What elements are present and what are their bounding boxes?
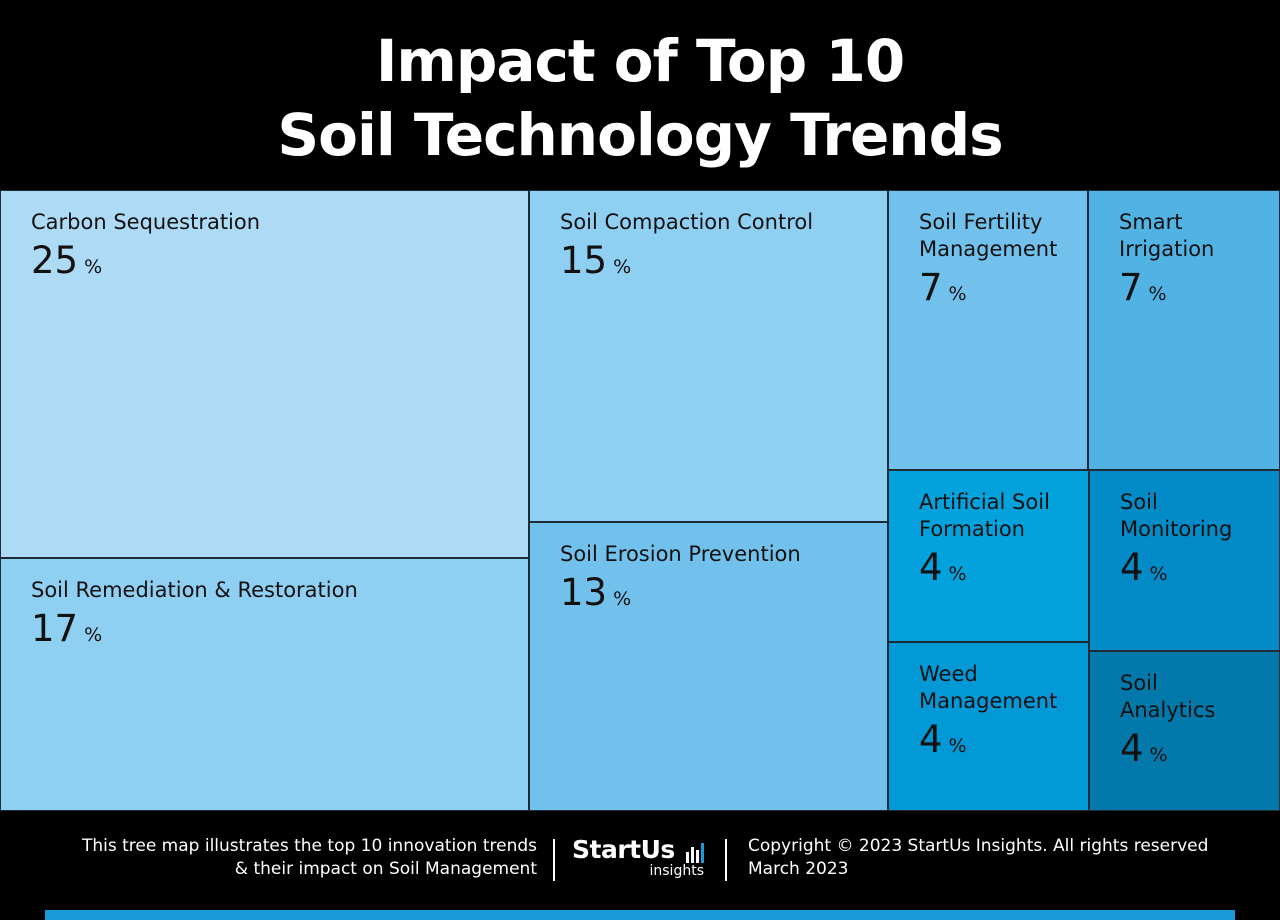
treemap-cell: Soil Analytics 4% xyxy=(1089,651,1280,811)
treemap-cell-value: 17% xyxy=(31,610,102,647)
bar-chart-icon xyxy=(686,843,704,863)
footer-divider-right xyxy=(725,839,727,881)
footer: This tree map illustrates the top 10 inn… xyxy=(0,811,1280,920)
treemap-cell: Soil Erosion Prevention 13% xyxy=(529,522,888,811)
value-number: 13 xyxy=(560,571,608,614)
treemap-cell: Soil Remediation & Restoration 17% xyxy=(0,558,529,811)
treemap-cell-label: Soil Analytics xyxy=(1120,671,1216,722)
treemap-cell-label: Soil Fertility Management xyxy=(919,210,1058,261)
treemap-cell-value: 4% xyxy=(1120,730,1168,767)
treemap-cell-value: 4% xyxy=(919,549,967,586)
treemap-cell-value: 7% xyxy=(919,269,967,306)
treemap-cell-value: 4% xyxy=(919,721,967,758)
value-number: 25 xyxy=(31,239,79,282)
treemap-cell: Weed Management 4% xyxy=(888,642,1089,811)
title-line-1: Impact of Top 10 xyxy=(375,27,905,95)
value-number: 4 xyxy=(1120,546,1144,589)
footer-description: This tree map illustrates the top 10 inn… xyxy=(40,835,537,881)
value-number: 15 xyxy=(560,239,608,282)
date-text: March 2023 xyxy=(748,859,849,879)
treemap-cell-value: 13% xyxy=(560,574,631,611)
footer-description-line-2: & their impact on Soil Management xyxy=(234,859,537,879)
value-number: 17 xyxy=(31,607,79,650)
treemap-cell-label: Soil Monitoring xyxy=(1120,490,1233,541)
treemap-cell-value: 15% xyxy=(560,242,631,279)
treemap-cell: Artificial Soil Formation 4% xyxy=(888,470,1089,642)
treemap-cell-label: Artificial Soil Formation xyxy=(919,490,1050,541)
treemap-cell-label: Smart Irrigation xyxy=(1119,210,1215,261)
value-unit: % xyxy=(84,624,103,646)
treemap-cell: Soil Compaction Control 15% xyxy=(529,190,888,522)
copyright-text: Copyright © 2023 StartUs Insights. All r… xyxy=(748,836,1209,856)
accent-bar xyxy=(45,910,1235,920)
value-number: 4 xyxy=(1120,727,1144,770)
value-unit: % xyxy=(84,256,103,278)
treemap-cell: Smart Irrigation 7% xyxy=(1088,190,1280,470)
value-unit: % xyxy=(1149,744,1168,766)
logo-name: StartUs xyxy=(572,835,675,864)
title-line-2: Soil Technology Trends xyxy=(277,101,1003,169)
value-unit: % xyxy=(613,256,632,278)
startus-logo: StartUs insights xyxy=(572,837,710,881)
treemap: Carbon Sequestration 25% Soil Remediation … xyxy=(0,190,1280,811)
value-number: 7 xyxy=(919,266,943,309)
value-number: 4 xyxy=(919,546,943,589)
treemap-cell-label: Soil Remediation & Restoration xyxy=(31,578,358,602)
treemap-cell: Soil Fertility Management 7% xyxy=(888,190,1088,470)
treemap-cell-label: Soil Compaction Control xyxy=(560,210,814,234)
footer-copyright: Copyright © 2023 StartUs Insights. All r… xyxy=(748,835,1248,881)
treemap-cell-value: 4% xyxy=(1120,549,1168,586)
treemap-cell: Carbon Sequestration 25% xyxy=(0,190,529,558)
value-unit: % xyxy=(948,735,967,757)
treemap-cell: Soil Monitoring 4% xyxy=(1089,470,1280,651)
value-number: 7 xyxy=(1119,266,1143,309)
treemap-cell-label: Carbon Sequestration xyxy=(31,210,261,234)
value-unit: % xyxy=(948,563,967,585)
footer-divider-left xyxy=(553,839,555,881)
value-unit: % xyxy=(613,588,632,610)
value-number: 4 xyxy=(919,718,943,761)
value-unit: % xyxy=(1148,283,1167,305)
logo-sub: insights xyxy=(649,863,705,879)
footer-description-line-1: This tree map illustrates the top 10 inn… xyxy=(81,836,537,856)
treemap-cell-value: 25% xyxy=(31,242,102,279)
treemap-cell-value: 7% xyxy=(1119,269,1167,306)
value-unit: % xyxy=(1149,563,1168,585)
treemap-cell-label: Soil Erosion Prevention xyxy=(560,542,801,566)
treemap-cell-label: Weed Management xyxy=(919,662,1058,713)
value-unit: % xyxy=(948,283,967,305)
chart-title: Impact of Top 10 Soil Technology Trends xyxy=(0,0,1280,190)
